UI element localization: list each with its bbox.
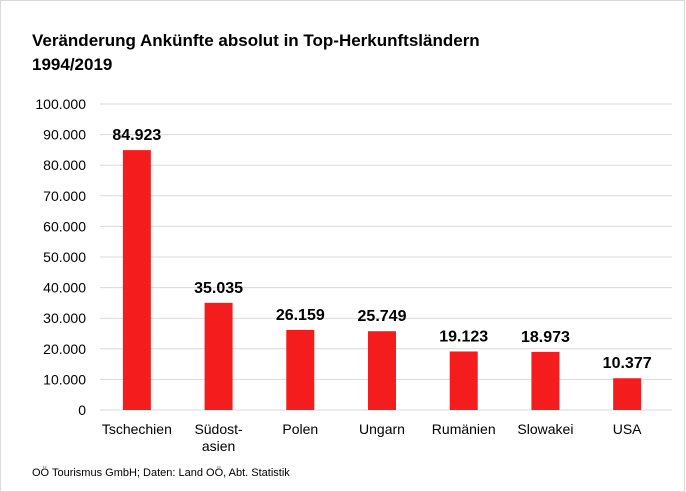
y-tick-label: 80.000 [43,157,86,173]
bar [122,150,151,410]
y-tick-label: 0 [78,402,86,418]
y-tick-label: 70.000 [43,188,86,204]
value-label: 18.973 [521,329,570,346]
y-tick-label: 60.000 [43,218,86,234]
x-tick-label: USA [613,421,642,437]
value-label: 25.749 [358,308,407,325]
y-tick-label: 40.000 [43,280,86,296]
y-tick-label: 10.000 [43,371,86,387]
value-label: 10.377 [603,355,652,372]
y-tick-label: 90.000 [43,127,86,143]
bar [449,351,478,410]
bar [531,351,560,410]
bar [286,329,315,410]
value-label: 19.123 [439,328,488,345]
bar [368,331,396,410]
x-tick-label: Südost-asien [194,421,243,454]
x-tick-label: Polen [282,421,318,437]
x-tick-label: Tschechien [102,421,172,437]
y-tick-label: 50.000 [43,249,86,265]
value-label: 35.035 [194,280,243,297]
bar [204,302,233,410]
source-note: OÖ Tourismus GmbH; Daten: Land OÖ, Abt. … [32,467,290,479]
y-tick-label: 100.000 [35,96,86,112]
y-tick-label: 20.000 [43,341,86,357]
chart-title: Veränderung Ankünfte absolut in Top-Herk… [32,31,480,74]
value-label: 84.923 [112,127,161,144]
bar [613,378,642,410]
x-tick-label: Rumänien [432,421,496,437]
x-tick-label: Ungarn [359,421,405,437]
value-label: 26.159 [276,307,325,324]
x-tick-label: Slowakei [517,421,573,437]
y-tick-label: 30.000 [43,310,86,326]
